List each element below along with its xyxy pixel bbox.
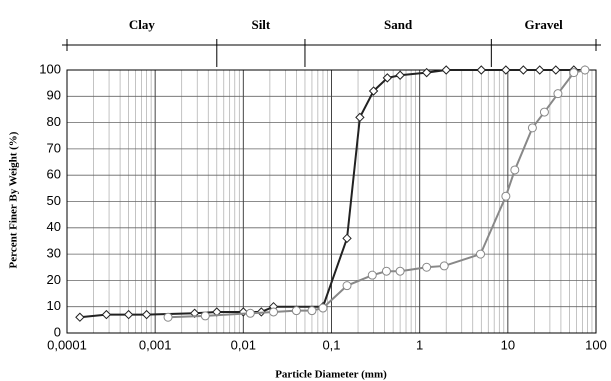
point	[518, 65, 529, 75]
y-tick-label: 0	[54, 324, 61, 339]
point	[200, 311, 210, 321]
y-tick-label: 10	[47, 298, 61, 313]
y-tick-label: 80	[47, 114, 61, 129]
point	[569, 68, 579, 78]
y-tick-label: 100	[39, 61, 61, 76]
x-tick-label: 0,01	[231, 337, 256, 352]
point	[382, 73, 393, 83]
point	[580, 65, 590, 75]
point	[421, 67, 432, 78]
point	[553, 89, 563, 99]
point	[342, 281, 352, 291]
x-tick-label: 0,1	[322, 337, 340, 352]
point	[441, 65, 451, 75]
zone-label: Sand	[384, 17, 413, 32]
zone-label: Silt	[251, 17, 270, 32]
point	[395, 266, 405, 276]
y-axis-label: Percent Finer By Weight (%)	[8, 131, 20, 268]
point	[367, 270, 377, 280]
x-tick-label: 10	[501, 337, 515, 352]
point	[355, 112, 365, 123]
y-tick-label: 20	[47, 272, 61, 287]
point	[269, 307, 279, 317]
point	[501, 65, 511, 75]
x-tick-label: 100	[585, 337, 607, 352]
point	[476, 249, 486, 259]
zone-label: Clay	[129, 17, 156, 32]
x-tick-label: 0,0001	[47, 337, 87, 352]
plot-border	[66, 69, 597, 334]
x-tick-label: 1	[416, 337, 423, 352]
x-tick-label: 0,001	[139, 337, 172, 352]
y-tick-label: 90	[47, 88, 61, 103]
point	[476, 65, 486, 75]
point	[123, 309, 134, 320]
point	[75, 312, 85, 322]
point	[535, 65, 545, 75]
y-tick-label: 30	[47, 246, 61, 261]
x-axis-label: Particle Diameter (mm)	[275, 369, 387, 381]
y-tick-label: 60	[47, 167, 61, 182]
point	[422, 262, 432, 272]
point	[551, 65, 561, 75]
y-tick-label: 70	[47, 140, 61, 155]
point	[368, 86, 379, 96]
point	[501, 191, 511, 201]
point	[527, 123, 537, 133]
point	[141, 309, 152, 320]
point	[307, 306, 317, 316]
point	[342, 233, 352, 244]
point	[245, 308, 255, 318]
point	[439, 261, 449, 271]
point	[318, 303, 328, 313]
point	[291, 306, 301, 316]
zone-label: Gravel	[525, 17, 564, 32]
point	[395, 70, 405, 80]
point	[539, 107, 549, 117]
point	[510, 165, 520, 175]
y-tick-label: 40	[47, 219, 61, 234]
point	[163, 312, 173, 322]
y-tick-label: 50	[47, 193, 61, 208]
point	[381, 266, 391, 276]
point	[101, 309, 112, 320]
